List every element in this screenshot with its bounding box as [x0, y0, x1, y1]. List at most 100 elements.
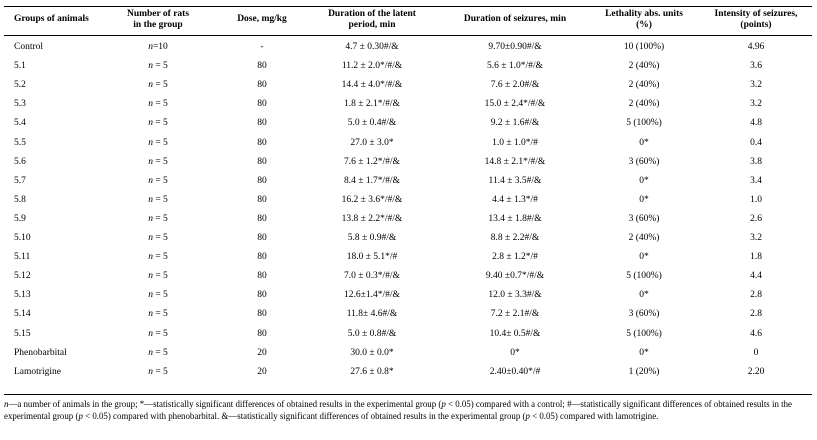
cell-seizures: 8.8 ± 2.2#/&: [490, 233, 540, 243]
header-rats-line2: in the group: [133, 20, 183, 30]
n-symbol: n: [148, 367, 153, 377]
cell-n-rats: n = 5: [118, 157, 198, 167]
cell-intensity: 3.2: [750, 80, 762, 90]
cell-n-rats: n = 5: [118, 214, 198, 224]
cell-group: 5.13: [14, 290, 31, 300]
cell-lethality: 1 (20%): [628, 367, 660, 377]
cell-group: Lamotrigine: [14, 367, 61, 377]
n-value: = 5: [152, 309, 168, 319]
cell-dose: -: [260, 42, 264, 52]
cell-seizures: 1.0 ± 1.0*/#: [492, 138, 538, 148]
n-symbol: n: [148, 80, 153, 90]
cell-n-rats: n = 5: [118, 99, 198, 109]
cell-latent: 8.4 ± 1.7*/#/&: [344, 176, 400, 186]
cell-group: Phenobarbital: [14, 348, 67, 358]
cell-intensity: 4.8: [750, 118, 762, 128]
cell-latent: 7.6 ± 1.2*/#/&: [344, 157, 400, 167]
header-rats: Number of rats in the group: [108, 9, 208, 31]
cell-intensity: 2.20: [747, 367, 765, 377]
cell-lethality: 0*: [639, 252, 649, 262]
n-value: = 5: [152, 61, 168, 71]
cell-intensity: 2.6: [750, 214, 762, 224]
cell-latent: 13.8 ± 2.2*/#/&: [341, 214, 403, 224]
cell-lethality: 0*: [639, 290, 649, 300]
cell-dose: 80: [257, 157, 267, 167]
cell-n-rats: n = 5: [118, 118, 198, 128]
cell-seizures: 5.6 ± 1.0*/#/&: [487, 61, 543, 71]
table-header-rule: [4, 35, 812, 36]
cell-lethality: 2 (40%): [628, 61, 660, 71]
n-value: = 5: [152, 252, 168, 262]
cell-intensity: 3.6: [750, 61, 762, 71]
cell-group: 5.9: [14, 214, 26, 224]
cell-dose: 80: [257, 309, 267, 319]
n-symbol: n: [148, 195, 153, 205]
n-symbol: n: [148, 309, 153, 319]
header-latent-line1: Duration of the latent: [328, 9, 416, 19]
cell-dose: 80: [257, 80, 267, 90]
header-group: Groups of animals: [14, 14, 89, 24]
cell-latent: 16.2 ± 3.6*/#/&: [341, 195, 403, 205]
cell-n-rats: n=10: [118, 42, 198, 52]
cell-lethality: 2 (40%): [628, 80, 660, 90]
cell-group: 5.4: [14, 118, 26, 128]
cell-n-rats: n = 5: [118, 348, 198, 358]
header-lethality-line1: Lethality abs. units: [605, 9, 683, 19]
n-symbol: n: [148, 290, 153, 300]
cell-n-rats: n = 5: [118, 271, 198, 281]
cell-n-rats: n = 5: [118, 367, 198, 377]
cell-dose: 80: [257, 195, 267, 205]
cell-lethality: 2 (40%): [628, 233, 660, 243]
header-dose: Dose, mg/kg: [237, 14, 287, 24]
cell-dose: 80: [257, 233, 267, 243]
cell-group: 5.12: [14, 271, 31, 281]
footnote-p-symbol-2: p: [78, 410, 83, 421]
cell-intensity: 4.6: [750, 329, 762, 339]
cell-group: 5.1: [14, 61, 26, 71]
cell-intensity: 3.2: [750, 99, 762, 109]
cell-latent: 18.0 ± 5.1*/#: [346, 252, 398, 262]
n-symbol: n: [148, 348, 153, 358]
cell-lethality: 3 (60%): [628, 309, 660, 319]
cell-dose: 80: [257, 99, 267, 109]
header-intensity-line1: Intensity of seizures,: [714, 9, 798, 19]
cell-lethality: 10 (100%): [623, 42, 665, 52]
table-top-rule: [4, 6, 812, 7]
n-value: = 5: [152, 99, 168, 109]
table-bottom-rule: [4, 394, 812, 395]
cell-group: 5.15: [14, 329, 31, 339]
n-symbol: n: [148, 329, 153, 339]
cell-seizures: 7.2 ± 2.1#/&: [490, 309, 540, 319]
cell-group: 5.3: [14, 99, 26, 109]
n-value: = 5: [152, 176, 168, 186]
n-value: = 5: [152, 80, 168, 90]
cell-lethality: 3 (60%): [628, 157, 660, 167]
cell-dose: 80: [257, 214, 267, 224]
header-lethality-line2: (%): [636, 20, 652, 30]
cell-seizures: 4.4 ± 1.3*/#: [492, 195, 538, 205]
cell-latent: 11.8± 4.6#/&: [346, 309, 398, 319]
cell-group: 5.14: [14, 309, 31, 319]
footnote-part2: < 0.05) compared with a control; #—stati…: [4, 399, 792, 421]
n-symbol: n: [148, 118, 153, 128]
cell-lethality: 0*: [639, 138, 649, 148]
n-symbol: n: [148, 61, 153, 71]
n-value: = 5: [152, 195, 168, 205]
cell-intensity: 3.2: [750, 233, 762, 243]
cell-seizures: 12.0 ± 3.3#/&: [488, 290, 542, 300]
n-value: = 5: [152, 214, 168, 224]
n-symbol: n: [148, 214, 153, 224]
cell-latent: 30.0 ± 0.0*: [350, 348, 394, 358]
cell-n-rats: n = 5: [118, 233, 198, 243]
cell-dose: 20: [257, 367, 267, 377]
n-symbol: n: [148, 138, 153, 148]
cell-group: 5.5: [14, 138, 26, 148]
cell-latent: 7.0 ± 0.3*/#/&: [344, 271, 400, 281]
n-value: = 5: [152, 367, 168, 377]
footnote-n-symbol: n: [4, 399, 9, 409]
n-symbol: n: [148, 233, 153, 243]
cell-intensity: 4.96: [747, 42, 765, 52]
cell-lethality: 5 (100%): [626, 118, 662, 128]
cell-latent: 12.6±1.4*/#/&: [344, 290, 400, 300]
n-value: = 5: [152, 290, 168, 300]
